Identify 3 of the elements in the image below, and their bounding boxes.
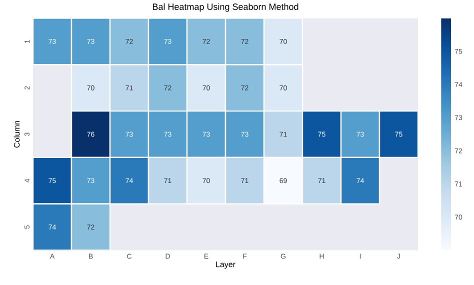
chart-title: Bal Heatmap Using Seaborn Method [152,3,298,12]
y-axis-title: Column [14,120,20,148]
x-axis-title: Layer [216,261,236,269]
